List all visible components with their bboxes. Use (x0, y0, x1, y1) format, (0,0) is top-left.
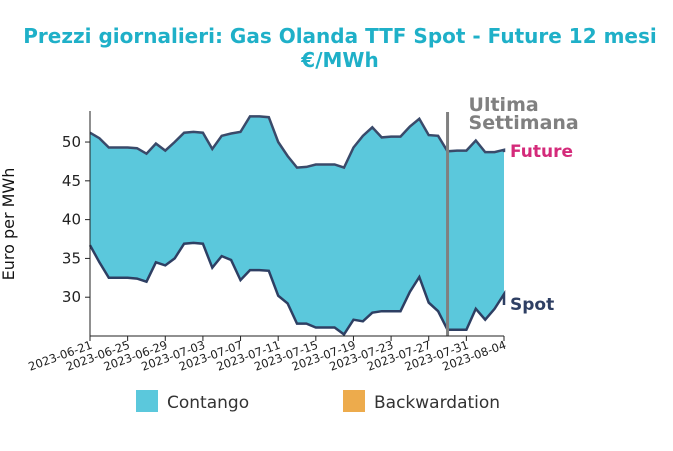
y-tick-label: 40 (62, 211, 81, 229)
legend-swatch-contango (136, 390, 158, 412)
future-series-label: Future (510, 142, 573, 162)
last-week-annotation-line1: Ultima (469, 94, 539, 116)
y-tick-label: 50 (62, 133, 81, 151)
contango-area (90, 116, 504, 335)
legend-label-contango: Contango (167, 393, 249, 413)
y-tick-label: 30 (62, 288, 81, 306)
y-tick-label: 35 (62, 249, 81, 267)
legend: Contango Backwardation (136, 390, 500, 413)
future-line (89, 115, 506, 170)
plot-area (88, 112, 506, 337)
legend-swatch-backwardation (343, 390, 365, 412)
x-ticks: 2023-06-212023-06-252023-06-292023-07-03… (26, 336, 508, 374)
legend-label-backwardation: Backwardation (374, 393, 500, 413)
y-ticks: 30 35 40 45 50 (62, 133, 90, 306)
y-tick-label: 45 (62, 172, 81, 190)
spot-series-label: Spot (510, 295, 554, 315)
spot-line (88, 241, 506, 337)
y-axis-label: Euro per MWh (0, 168, 18, 281)
last-week-annotation-line2: Settimana (469, 112, 579, 134)
chart-title-line2: €/MWh (300, 48, 378, 72)
chart-title-line1: Prezzi giornalieri: Gas Olanda TTF Spot … (23, 24, 656, 48)
